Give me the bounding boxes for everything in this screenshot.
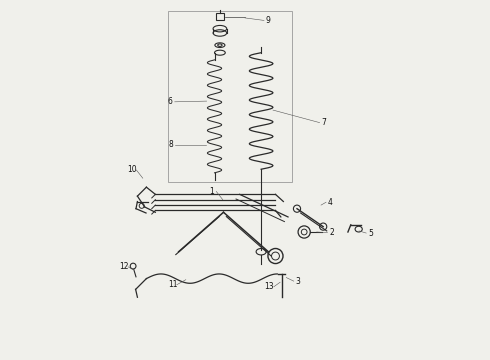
Text: 12: 12 (119, 262, 128, 271)
Bar (216, 13, 224, 21)
Text: 2: 2 (329, 228, 334, 237)
Text: 4: 4 (328, 198, 333, 207)
Text: 9: 9 (266, 16, 271, 25)
Text: 7: 7 (321, 118, 326, 127)
Text: 3: 3 (295, 276, 300, 285)
Text: 13: 13 (265, 282, 274, 291)
Text: 5: 5 (368, 229, 373, 238)
Text: 8: 8 (168, 140, 173, 149)
Text: 6: 6 (168, 97, 173, 106)
Bar (168, 12, 292, 182)
Text: 1: 1 (210, 187, 215, 196)
Text: 11: 11 (168, 280, 177, 289)
Text: 10: 10 (127, 166, 137, 175)
